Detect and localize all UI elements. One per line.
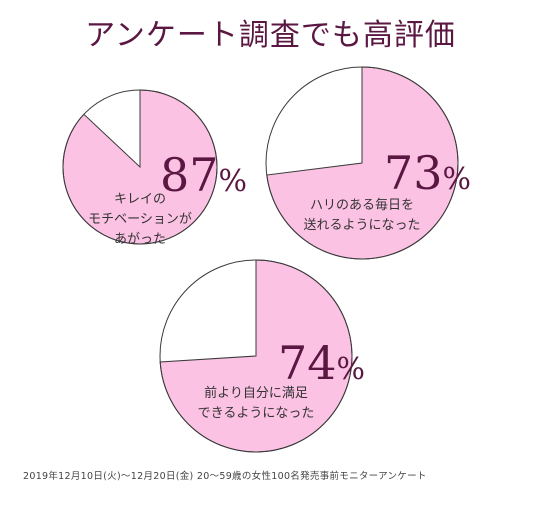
pie-chart-3: 74% 前より自分に満足 できるようになった [158, 258, 365, 458]
pie-1-percent: 87% [160, 152, 247, 198]
pie-2-percent-unit: % [442, 162, 472, 197]
pie-2-svg [265, 66, 459, 260]
footnote: 2019年12月10日(火)〜12月20日(金) 20〜59歳の女性100名発売… [23, 471, 427, 482]
pie-1-percent-number: 87 [160, 148, 219, 202]
pie-1-label: キレイの モチベーションが あがった [88, 192, 192, 247]
pie-1-percent-unit: % [218, 164, 248, 199]
pie-3-percent: 74% [278, 340, 365, 386]
pie-chart-2: 73% ハリのある毎日を 送れるようになった [262, 58, 471, 268]
pie-1-svg [62, 89, 218, 245]
pie-1-outline [62, 89, 218, 245]
pie-3-svg [159, 259, 353, 453]
pie-2-percent-number: 73 [384, 146, 443, 200]
pie-3-label: 前より自分に満足 できるようになった [197, 386, 315, 421]
pie-2-percent: 73% [384, 150, 471, 196]
page-title: アンケート調査でも高評価 [85, 18, 456, 53]
pie-3-percent-unit: % [336, 352, 366, 387]
pie-2-outline [265, 66, 459, 260]
pie-2-label: ハリのある毎日を 送れるようになった [303, 198, 421, 233]
pie-3-outline [159, 259, 353, 453]
pie-3-percent-number: 74 [278, 336, 337, 390]
pie-chart-1: 87% キレイの モチベーションが あがった [60, 72, 247, 262]
